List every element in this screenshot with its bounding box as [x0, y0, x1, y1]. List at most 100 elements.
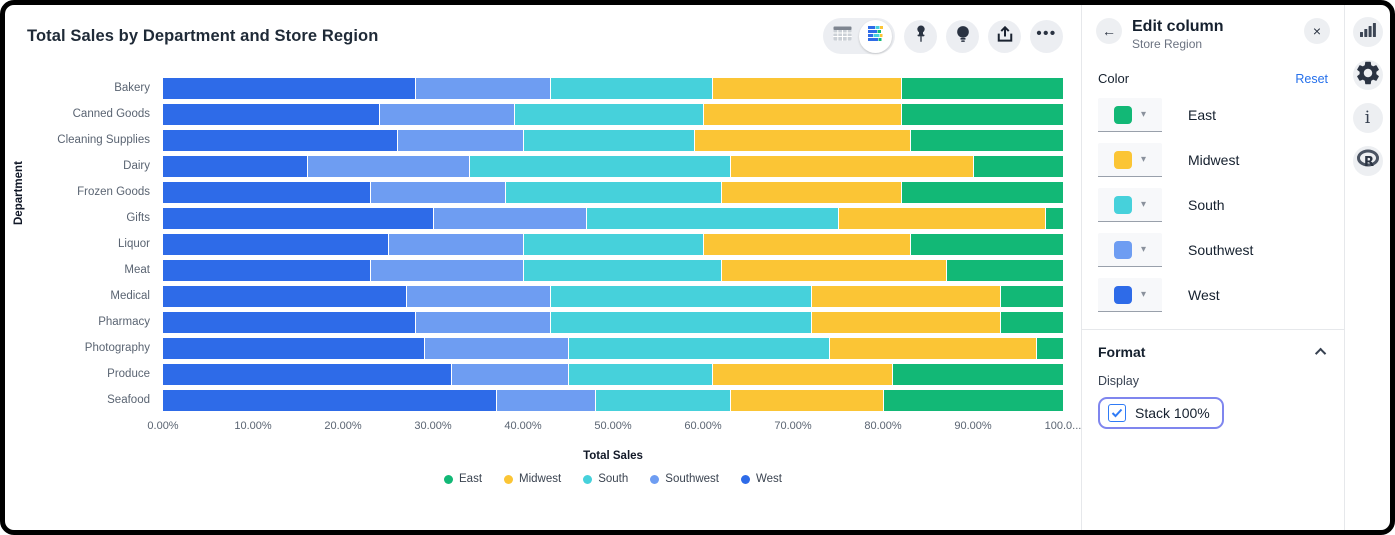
bar-segment-east[interactable] [883, 389, 1063, 411]
bar-segment-southwest[interactable] [397, 129, 523, 151]
bar-segment-east[interactable] [910, 129, 1063, 151]
bar-segment-midwest[interactable] [712, 363, 892, 385]
color-dropdown-south[interactable]: ▾ [1098, 188, 1162, 223]
bar-segment-midwest[interactable] [811, 311, 1000, 333]
panel-divider [1082, 329, 1344, 331]
chart-view-button[interactable] [859, 19, 892, 53]
bar-segment-east[interactable] [1045, 207, 1063, 229]
bar-segment-south[interactable] [523, 233, 703, 255]
bar-segment-south[interactable] [568, 363, 712, 385]
legend-item-southwest[interactable]: Southwest [650, 473, 719, 485]
bar-segment-south[interactable] [505, 181, 721, 203]
checkbox-label[interactable]: Stack 100% [1135, 405, 1210, 422]
bar-segment-west[interactable] [163, 259, 370, 281]
bar-segment-midwest[interactable] [712, 77, 901, 99]
bar-segment-southwest[interactable] [388, 233, 523, 255]
bar-segment-east[interactable] [1000, 311, 1063, 333]
bar-segment-east[interactable] [892, 363, 1063, 385]
bar-segment-south[interactable] [550, 77, 712, 99]
legend-item-south[interactable]: South [583, 473, 628, 485]
bar-segment-south[interactable] [469, 155, 730, 177]
bar-segment-southwest[interactable] [451, 363, 568, 385]
legend-item-midwest[interactable]: Midwest [504, 473, 561, 485]
bar-segment-south[interactable] [523, 129, 694, 151]
checkbox-box[interactable] [1108, 404, 1126, 423]
bar-segment-south[interactable] [550, 311, 811, 333]
bar-segment-east[interactable] [1000, 285, 1063, 307]
panel-subtitle: Store Region [1132, 37, 1203, 52]
bar-segment-south[interactable] [586, 207, 838, 229]
bar-segment-south[interactable] [550, 285, 811, 307]
close-button[interactable]: × [1304, 18, 1330, 44]
bar-row: Meat [27, 257, 1063, 283]
bar-segment-southwest[interactable] [433, 207, 586, 229]
color-dropdown-west[interactable]: ▾ [1098, 278, 1162, 313]
bar-segment-midwest[interactable] [703, 233, 910, 255]
bar-segment-southwest[interactable] [415, 311, 550, 333]
bar-segment-south[interactable] [595, 389, 730, 411]
settings-button[interactable] [1352, 60, 1383, 90]
stack-100-checkbox[interactable]: Stack 100% [1098, 397, 1224, 430]
bar-segment-east[interactable] [901, 77, 1063, 99]
bar-segment-east[interactable] [946, 259, 1063, 281]
explore-button[interactable] [946, 19, 979, 53]
bar-segment-east[interactable] [901, 181, 1063, 203]
bar-segment-southwest[interactable] [424, 337, 568, 359]
bar-segment-west[interactable] [163, 337, 424, 359]
legend-item-west[interactable]: West [740, 473, 782, 485]
info-button[interactable]: i [1352, 103, 1383, 133]
bar-segment-midwest[interactable] [811, 285, 1000, 307]
bar-segment-west[interactable] [163, 77, 415, 99]
bar-segment-south[interactable] [514, 103, 703, 125]
legend-item-east[interactable]: East [444, 473, 482, 485]
bar-segment-southwest[interactable] [496, 389, 595, 411]
bar-segment-east[interactable] [901, 103, 1063, 125]
bar-segment-southwest[interactable] [406, 285, 550, 307]
bar-segment-southwest[interactable] [415, 77, 550, 99]
reset-link[interactable]: Reset [1295, 71, 1328, 86]
bar-segment-midwest[interactable] [730, 389, 883, 411]
bar-segment-west[interactable] [163, 207, 433, 229]
bar-segment-west[interactable] [163, 363, 451, 385]
table-view-button[interactable] [826, 20, 859, 53]
y-tick-label: Seafood [107, 394, 150, 406]
bar-segment-midwest[interactable] [703, 103, 901, 125]
stacked-bar [163, 233, 1063, 255]
bar-segment-south[interactable] [568, 337, 829, 359]
bar-segment-west[interactable] [163, 311, 415, 333]
bar-segment-midwest[interactable] [694, 129, 910, 151]
pin-button[interactable] [904, 19, 937, 53]
y-tick-label: Frozen Goods [77, 186, 150, 198]
bar-segment-east[interactable] [910, 233, 1063, 255]
bar-segment-midwest[interactable] [721, 181, 901, 203]
color-dropdown-east[interactable]: ▾ [1098, 98, 1162, 133]
bar-segment-southwest[interactable] [370, 259, 523, 281]
bar-segment-midwest[interactable] [721, 259, 946, 281]
bar-segment-west[interactable] [163, 285, 406, 307]
back-button[interactable]: ← [1096, 18, 1122, 44]
element-chart-button[interactable] [1352, 17, 1383, 47]
bar-segment-southwest[interactable] [379, 103, 514, 125]
format-section-header[interactable]: Format [1082, 330, 1344, 360]
color-dropdown-midwest[interactable]: ▾ [1098, 143, 1162, 178]
bar-segment-west[interactable] [163, 103, 379, 125]
color-dropdown-southwest[interactable]: ▾ [1098, 233, 1162, 268]
bar-segment-west[interactable] [163, 389, 496, 411]
bar-segment-east[interactable] [1036, 337, 1063, 359]
bar-segment-west[interactable] [163, 155, 307, 177]
bar-segment-midwest[interactable] [730, 155, 973, 177]
bar-segment-southwest[interactable] [370, 181, 505, 203]
bar-segment-midwest[interactable] [838, 207, 1045, 229]
bar-segment-midwest[interactable] [829, 337, 1036, 359]
bar-segment-southwest[interactable] [307, 155, 469, 177]
bar-segment-west[interactable] [163, 181, 370, 203]
legend-dot-icon [583, 474, 593, 484]
r-language-button[interactable]: R [1352, 146, 1383, 176]
share-button[interactable] [988, 19, 1021, 53]
more-button[interactable]: ••• [1030, 19, 1063, 53]
bar-segment-west[interactable] [163, 129, 397, 151]
bar-segment-south[interactable] [523, 259, 721, 281]
x-tick-label: 30.00% [414, 420, 452, 432]
bar-segment-east[interactable] [973, 155, 1063, 177]
bar-segment-west[interactable] [163, 233, 388, 255]
